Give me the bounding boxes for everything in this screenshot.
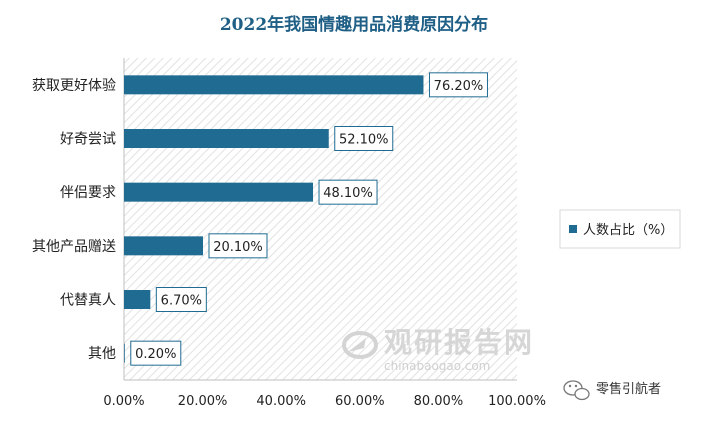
data-label-box-0	[428, 72, 488, 98]
data-label-box-1	[334, 126, 394, 151]
bar-5	[124, 343, 125, 363]
watermark-logo-icon	[342, 331, 378, 359]
data-label-box-3	[208, 233, 268, 259]
bar-0	[124, 75, 424, 95]
x-tick-label-1: 20.00%	[178, 394, 228, 409]
legend-swatch	[569, 225, 577, 233]
data-label-4: 6.70%	[161, 294, 202, 309]
source-badge: 零售引航者	[563, 380, 661, 401]
data-label-1: 52.10%	[339, 133, 389, 148]
x-tick-label-2: 40.00%	[256, 394, 306, 409]
data-label-box-4	[155, 287, 207, 312]
plot-area	[124, 58, 517, 380]
data-labels: 76.20% 52.10% 48.10% 20.10% 6.70% 0.20%	[130, 72, 488, 366]
legend-label: 人数占比（%）	[583, 223, 673, 238]
bar-3	[124, 236, 203, 256]
wechat-icon	[563, 380, 590, 401]
legend: 人数占比（%）	[559, 209, 681, 249]
bar-2	[124, 182, 314, 202]
data-label-3: 20.10%	[213, 240, 263, 255]
data-label-5: 0.20%	[135, 347, 176, 362]
category-label-4: 代替真人	[60, 293, 116, 309]
legend-box	[559, 209, 681, 249]
bars-group	[124, 75, 424, 363]
data-label-box-5	[130, 340, 182, 366]
x-tick-label-3: 60.00%	[335, 394, 385, 409]
x-tick-label-4: 80.00%	[414, 394, 464, 409]
source-badge-text: 零售引航者	[596, 381, 661, 397]
bar-4	[124, 290, 151, 309]
data-label-box-2	[318, 179, 378, 205]
data-label-0: 76.20%	[434, 79, 484, 94]
x-tick-labels: 0.00% 20.00% 40.00% 60.00% 80.00% 100.00%	[103, 394, 546, 409]
category-label-2: 伴侣要求	[60, 185, 116, 201]
category-label-1: 好奇尝试	[60, 131, 116, 148]
watermark: 观研报告网 chinabaogao.com	[342, 326, 534, 373]
watermark-text: 观研报告网	[384, 326, 534, 359]
data-label-2: 48.10%	[323, 186, 373, 201]
x-tick-label-5: 100.00%	[488, 394, 546, 409]
chart-title: 2022年我国情趣用品消费原因分布	[220, 14, 488, 35]
category-label-0: 获取更好体验	[32, 78, 116, 94]
watermark-url: chinabaogao.com	[384, 359, 490, 373]
category-label-5: 其他	[88, 346, 116, 362]
category-label-3: 其他产品赠送	[32, 239, 116, 255]
x-tick-label-0: 0.00%	[103, 394, 144, 409]
bar-1	[124, 129, 329, 148]
